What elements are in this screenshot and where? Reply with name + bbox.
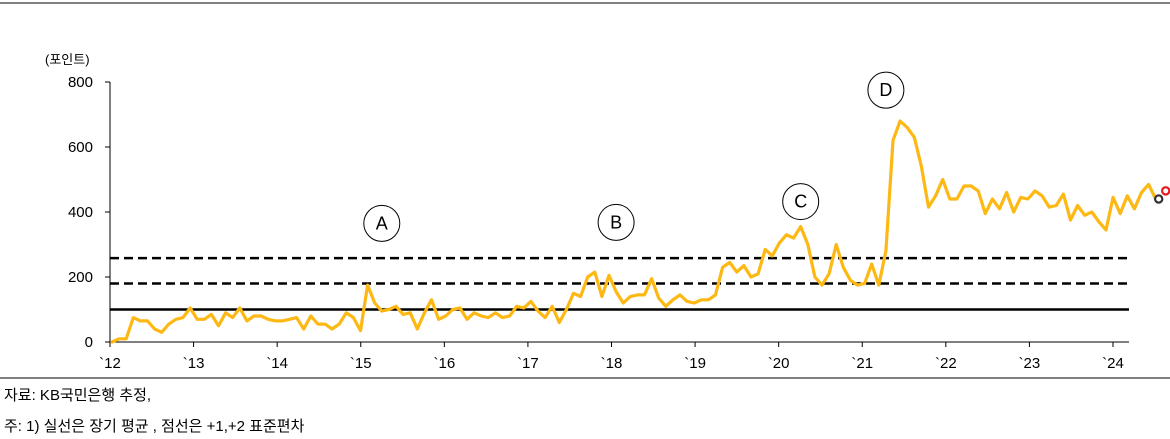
footnote: 주: 1) 실선은 장기 평균 , 점선은 +1,+2 표준편차 [4,418,305,435]
x-tick-label: `13 [183,355,205,372]
series-line [110,119,1158,344]
y-tick-label: 200 [68,269,93,286]
y-axis-unit-label: (포인트) [45,52,90,67]
series-layer [110,119,1170,344]
annotation-label: C [794,192,807,212]
axes: 0 200 400 600 800 `12 `13 `14 `15 `16 `17 `18 `19 `20… [68,74,1129,372]
end-marker [1153,194,1164,204]
reference-lines [110,256,1129,311]
x-tick-label: `23 [1019,355,1041,372]
x-tick-label: `14 [266,355,288,372]
annotation-circle [597,203,635,241]
source-note: 자료: KB국민은행 추정, [4,387,152,404]
annotation-circle [363,204,401,242]
x-tick-label: `19 [684,355,706,372]
annotation-label: B [610,212,622,232]
annotation-label: D [879,80,892,100]
x-tick-label: `17 [517,355,539,372]
line-chart: (포인트) 0 200 400 600 800 `12 `13 `14 `15 `16 `17 `18… [0,2,1170,379]
annotations: A B C D [363,71,905,242]
x-tick-label: `15 [350,355,372,372]
x-tick-label: `20 [768,355,790,372]
x-tick-label: `21 [851,355,873,372]
y-tick-label: 800 [68,74,93,91]
y-tick-label: 400 [68,204,93,221]
x-tick-label: `18 [601,355,623,372]
end-marker [1161,186,1170,196]
annotation-circle [867,71,905,109]
x-tick-label: `12 [99,355,121,372]
x-tick-label: `24 [1102,355,1124,372]
annotation-label: A [376,213,388,233]
y-tick-label: 0 [85,334,93,351]
y-tick-label: 600 [68,139,93,156]
x-tick-label: `22 [935,355,957,372]
x-tick-label: `16 [433,355,455,372]
annotation-circle [782,183,820,221]
